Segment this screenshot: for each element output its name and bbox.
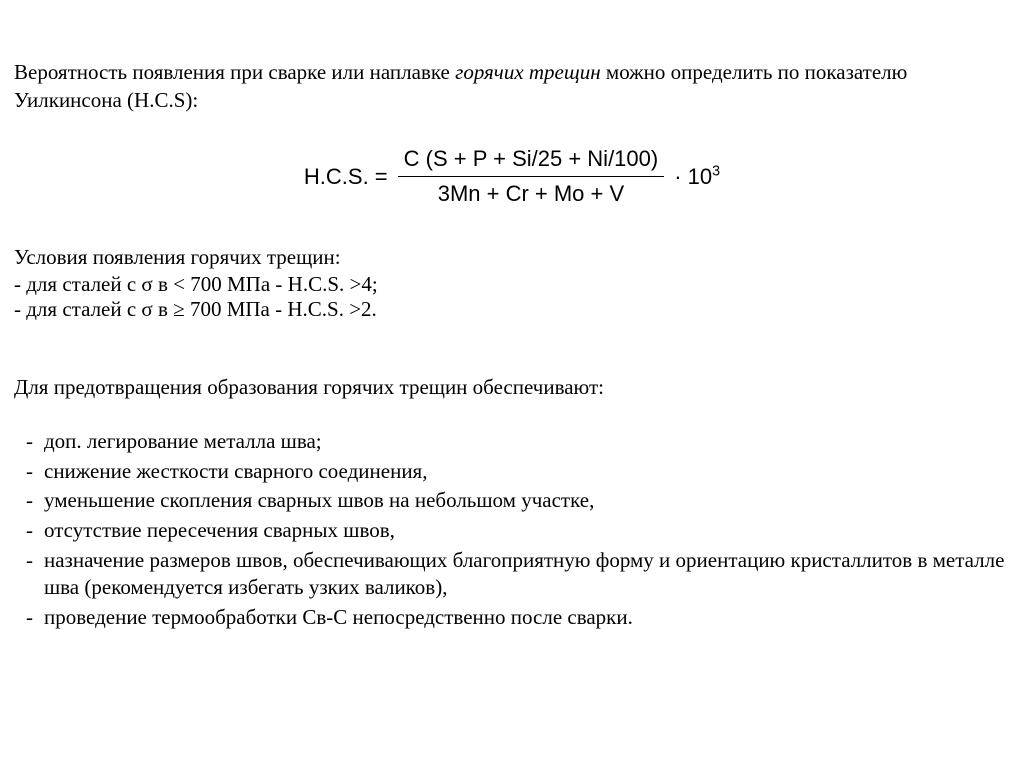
conditions-line-2: - для сталей с σ в ≥ 700 МПа - H.C.S. >2… xyxy=(14,297,1010,322)
prevention-list: доп. легирование металла шва; снижение ж… xyxy=(14,428,1010,632)
intro-paragraph: Вероятность появления при сварке или нап… xyxy=(14,58,1010,115)
list-item: доп. легирование металла шва; xyxy=(14,428,1010,456)
intro-pre: Вероятность появления при сварке или нап… xyxy=(14,60,455,84)
formula-trail-base: · 10 xyxy=(674,164,712,189)
conditions-block: Условия появления горячих трещин: - для … xyxy=(14,245,1010,322)
list-item: проведение термообработки Св-С непосредс… xyxy=(14,604,1010,632)
conditions-line-1: - для сталей с σ в < 700 МПа - H.C.S. >4… xyxy=(14,272,1010,297)
conditions-heading: Условия появления горячих трещин: xyxy=(14,245,1010,270)
list-item: отсутствие пересечения сварных швов, xyxy=(14,517,1010,545)
formula-numerator: C (S + P + Si/25 + Ni/100) xyxy=(398,145,665,178)
formula-inline: H.C.S. = C (S + P + Si/25 + Ni/100) 3Mn … xyxy=(304,145,720,209)
formula-denominator: 3Mn + Cr + Mo + V xyxy=(432,177,630,209)
spacer xyxy=(14,322,1010,354)
list-item: снижение жесткости сварного соединения, xyxy=(14,458,1010,486)
formula: H.C.S. = C (S + P + Si/25 + Ni/100) 3Mn … xyxy=(14,145,1010,209)
formula-trail-exp: 3 xyxy=(712,163,720,179)
formula-trail: · 103 xyxy=(674,164,720,190)
document-page: Вероятность появления при сварке или нап… xyxy=(0,0,1024,632)
prevention-heading: Для предотвращения образования горячих т… xyxy=(14,375,1010,400)
list-item: уменьшение скопления сварных швов на неб… xyxy=(14,487,1010,515)
formula-fraction: C (S + P + Si/25 + Ni/100) 3Mn + Cr + Mo… xyxy=(398,145,665,209)
intro-italic: горячих трещин xyxy=(455,60,601,84)
spacer xyxy=(14,402,1010,428)
formula-lhs: H.C.S. = xyxy=(304,164,388,190)
list-item: назначение размеров швов, обеспечивающих… xyxy=(14,547,1010,602)
